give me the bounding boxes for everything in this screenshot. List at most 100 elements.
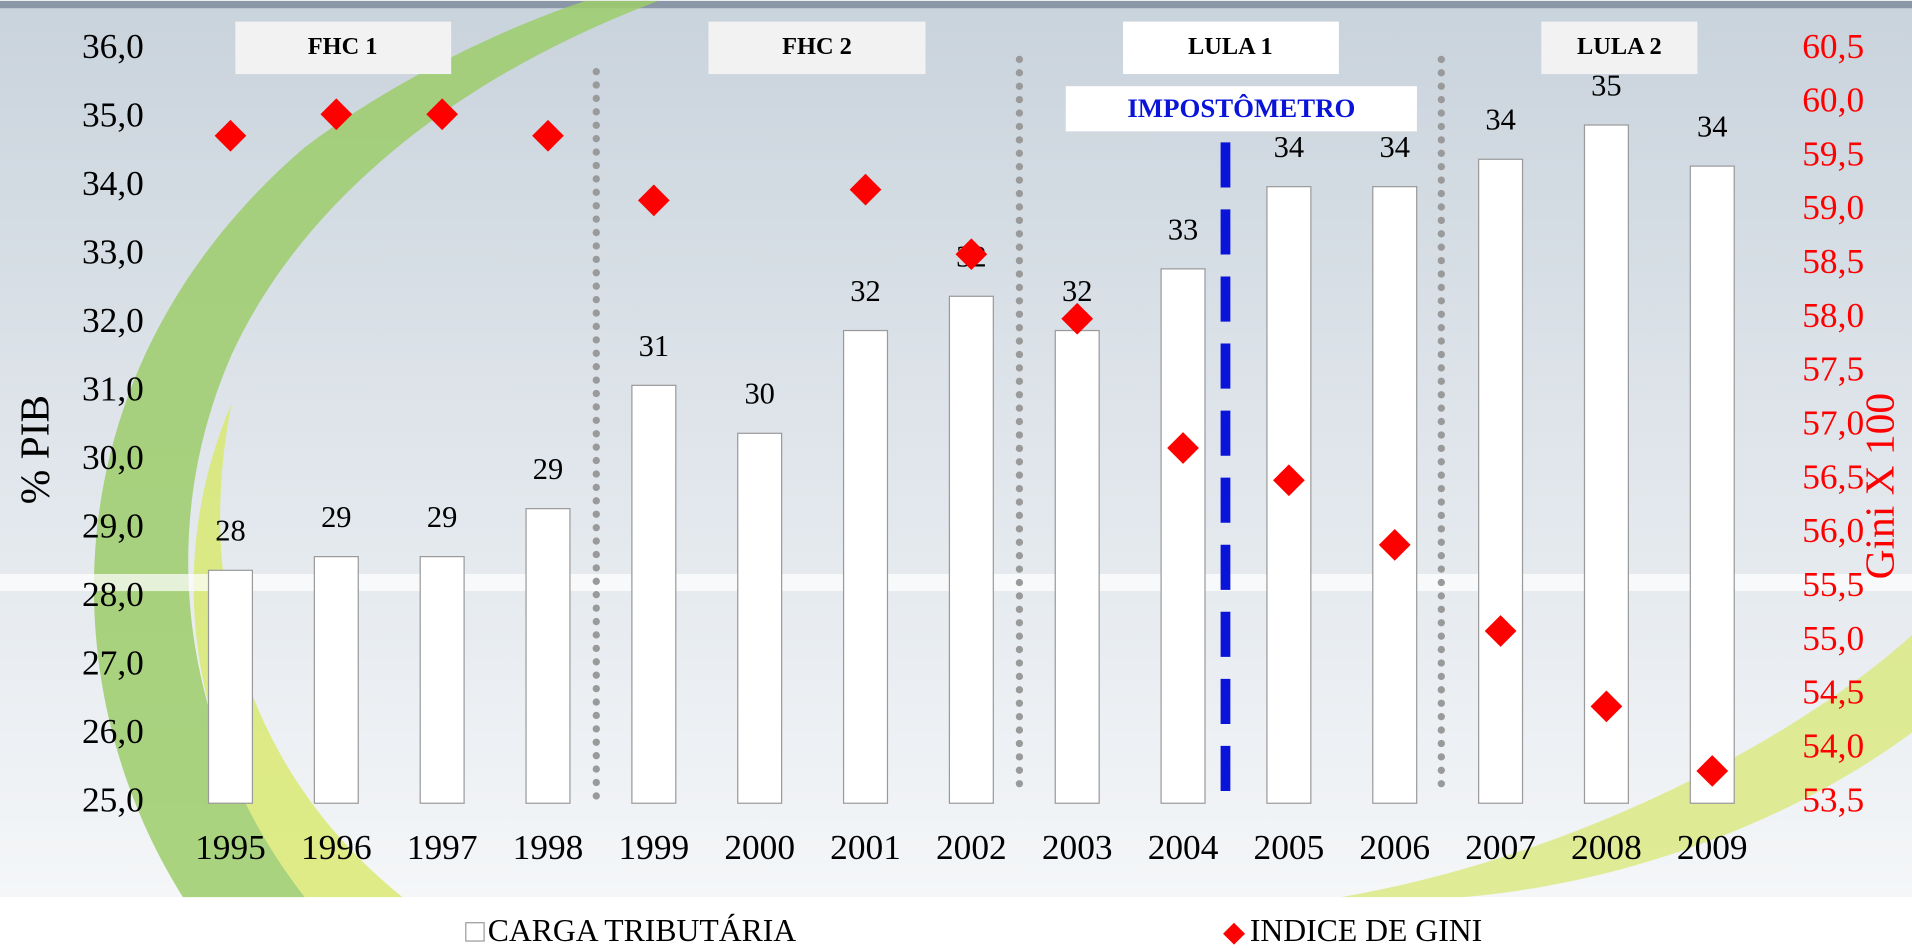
x-tick-label: 2009 [1677, 827, 1748, 867]
y2-tick-label: 55,5 [1802, 564, 1864, 604]
y-tick-label: 32,0 [82, 300, 144, 340]
y-tick-label: 26,0 [82, 711, 144, 751]
x-tick-label: 2002 [936, 827, 1007, 867]
x-tick-label: 2004 [1148, 827, 1219, 867]
y-tick-label: 31,0 [82, 368, 144, 408]
swoosh [93, 0, 659, 898]
marker [426, 98, 459, 131]
period-label: LULA 2 [1577, 33, 1662, 60]
data-label: 32 [1062, 274, 1092, 308]
x-tick-label: 2003 [1042, 827, 1113, 867]
y2-tick-label: 57,0 [1802, 403, 1864, 443]
marker [849, 173, 882, 206]
x-tick-label: 1998 [513, 827, 584, 867]
x-tick-label: 1997 [407, 827, 478, 867]
bar [737, 432, 783, 804]
period-label: FHC 2 [782, 33, 852, 60]
bar [1372, 186, 1418, 804]
data-label: 28 [215, 514, 245, 548]
y2-tick-label: 58,0 [1802, 295, 1864, 335]
data-label: 32 [850, 274, 880, 308]
y2-tick-label: 59,5 [1802, 133, 1864, 173]
data-label: 29 [427, 500, 457, 534]
x-tick-label: 1996 [301, 827, 372, 867]
bar [1689, 165, 1735, 804]
legend-swatch [1223, 922, 1245, 945]
x-tick-label: 2007 [1465, 827, 1536, 867]
y2-tick-label: 56,0 [1802, 510, 1864, 550]
y2-tick-label: 58,5 [1802, 241, 1864, 281]
swoosh [1341, 634, 1912, 898]
y-tick-label: 28,0 [82, 574, 144, 614]
period-box [708, 21, 926, 75]
bar [1054, 329, 1100, 804]
y2-tick-label: 54,5 [1802, 672, 1864, 712]
data-label: 31 [639, 329, 669, 363]
annotation-box [1065, 86, 1417, 132]
data-label: 34 [1485, 103, 1515, 137]
x-tick-label: 2008 [1571, 827, 1642, 867]
legend-swatch [465, 922, 485, 942]
bar [525, 508, 571, 804]
x-tick-label: 2005 [1254, 827, 1325, 867]
data-label: 34 [1380, 130, 1410, 164]
y-tick-label: 33,0 [82, 231, 144, 271]
y-tick-label: 27,0 [82, 642, 144, 682]
y2-axis-title: Gini X 100 [1856, 393, 1902, 579]
y2-tick-label: 56,5 [1802, 456, 1864, 496]
y-tick-label: 30,0 [82, 437, 144, 477]
marker [1696, 755, 1729, 787]
marker [214, 119, 247, 152]
y2-tick-label: 54,0 [1802, 726, 1864, 766]
x-tick-label: 2001 [830, 827, 901, 867]
period-label: LULA 1 [1188, 33, 1273, 60]
marker [637, 184, 670, 217]
y2-tick-label: 57,5 [1802, 349, 1864, 389]
marker [955, 238, 988, 271]
data-label: 35 [1591, 68, 1621, 102]
y-tick-label: 36,0 [82, 26, 144, 66]
bar [1478, 158, 1524, 804]
bar [948, 295, 994, 804]
annotation: IMPOSTÔMETRO [1127, 93, 1355, 123]
marker [1273, 464, 1305, 497]
period-box [235, 21, 452, 75]
x-tick-label: 2006 [1359, 827, 1430, 867]
bar [1266, 186, 1312, 804]
bar [419, 555, 465, 804]
period-box [1541, 21, 1698, 75]
marker [1167, 432, 1199, 464]
bar [207, 569, 254, 804]
marker [1378, 529, 1411, 561]
period-box [1123, 21, 1339, 75]
y2-tick-label: 55,0 [1802, 618, 1864, 658]
data-label: 34 [1697, 110, 1727, 144]
x-tick-label: 2000 [724, 827, 795, 867]
marker [320, 98, 353, 131]
marker [1590, 690, 1623, 723]
y2-tick-label: 59,0 [1802, 187, 1864, 227]
bar [313, 555, 359, 804]
marker [1061, 302, 1094, 335]
data-label: 29 [321, 500, 351, 534]
y-tick-label: 35,0 [82, 94, 144, 134]
bar [631, 384, 677, 804]
period-label: FHC 1 [308, 33, 378, 60]
period-separators [592, 55, 1445, 810]
data-label: 33 [1168, 212, 1198, 246]
marker [1484, 615, 1517, 647]
top-bar [0, 0, 1912, 9]
bar [842, 329, 889, 804]
y-tick-label: 34,0 [82, 163, 144, 203]
bar [1583, 124, 1629, 804]
y-tick-label: 25,0 [82, 779, 144, 819]
data-label: 30 [744, 377, 774, 411]
y2-tick-label: 60,5 [1802, 26, 1864, 66]
y2-tick-label: 53,5 [1802, 779, 1864, 819]
y2-tick-label: 60,0 [1802, 80, 1864, 120]
bar [1160, 268, 1206, 804]
data-label: 29 [533, 452, 563, 486]
data-label: 34 [1274, 130, 1304, 164]
